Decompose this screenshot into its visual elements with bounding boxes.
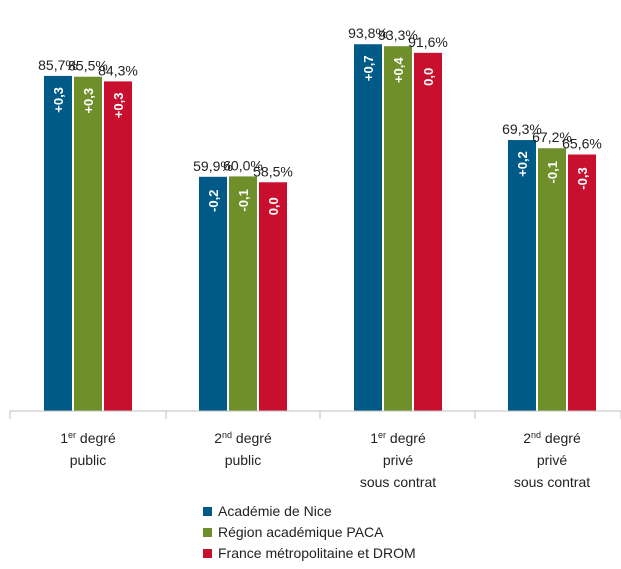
bar: [74, 76, 102, 411]
bar-delta-label: +0,3: [81, 88, 96, 114]
bar: [354, 44, 382, 411]
bar-value-label: 60,0%: [223, 157, 263, 173]
bar-value-label: 93,3%: [378, 27, 418, 43]
category-degree: degré: [76, 430, 116, 446]
category-ordinal: 2: [523, 430, 531, 446]
bar: [44, 75, 72, 412]
bar-value-label: 58,5%: [253, 163, 293, 179]
legend-swatch: [203, 507, 212, 516]
legend: Académie de Nice Région académique PACA Fr…: [203, 503, 416, 561]
bar-value-label: 93,8%: [348, 25, 388, 41]
category-degree: degré: [232, 430, 272, 446]
category-label-line3: sous contrat: [514, 474, 590, 490]
bar-delta-label: +0,3: [111, 93, 126, 119]
bar: [199, 176, 227, 411]
bar-delta-label: -0,3: [575, 167, 590, 189]
bar: [568, 154, 596, 411]
category-ordinal: 1: [370, 430, 378, 446]
category-ordinal-suffix: nd: [222, 430, 232, 440]
category-label-line1: 2nd degré: [214, 430, 272, 446]
bar-delta-label: 0,0: [266, 197, 281, 215]
bar-delta-label: -0,2: [206, 190, 221, 212]
bar-value-label: 69,3%: [502, 121, 542, 137]
bars-group: 85,7%+0,359,9%-0,293,8%+0,769,3%+0,285,5…: [38, 25, 602, 412]
bar: [384, 46, 412, 412]
legend-label: Académie de Nice: [218, 503, 332, 519]
category-ordinal: 2: [214, 430, 222, 446]
bar-delta-label: 0,0: [421, 68, 436, 86]
bar-value-label: 91,6%: [408, 34, 448, 50]
legend-swatch: [203, 549, 212, 558]
legend-label: France métropolitaine et DROM: [218, 545, 416, 561]
category-label-line1: 2nd degré: [523, 430, 581, 446]
category-label-line2: public: [70, 452, 107, 468]
bar-value-label: 85,5%: [68, 58, 108, 74]
bar-delta-label: +0,7: [361, 55, 376, 81]
category-ordinal-suffix: er: [68, 430, 76, 440]
category-label-line3: sous contrat: [360, 474, 436, 490]
bar-delta-label: -0,1: [545, 161, 560, 183]
bar-value-label: 65,6%: [562, 136, 602, 152]
bar-value-label: 59,9%: [193, 158, 233, 174]
category-ordinal: 1: [60, 430, 68, 446]
bar: [414, 52, 442, 412]
bar-delta-label: +0,4: [391, 57, 406, 83]
bar: [538, 148, 566, 412]
category-label-line2: privé: [383, 452, 414, 468]
category-degree: degré: [541, 430, 581, 446]
bar: [229, 176, 257, 411]
bar: [104, 81, 132, 412]
category-label-line2: privé: [537, 452, 568, 468]
category-ordinal-suffix: er: [378, 430, 386, 440]
bar-value-label: 84,3%: [98, 62, 138, 78]
x-axis-ticks: [9, 411, 621, 419]
bar-delta-label: +0,2: [515, 151, 530, 177]
bar-delta-label: +0,3: [51, 87, 66, 113]
category-degree: degré: [386, 430, 426, 446]
legend-label: Région académique PACA: [218, 524, 384, 540]
bar-delta-label: -0,1: [236, 189, 251, 211]
category-label-line1: 1er degré: [370, 430, 426, 446]
bar: [259, 182, 287, 411]
category-ordinal-suffix: nd: [531, 430, 541, 440]
category-label-line1: 1er degré: [60, 430, 116, 446]
category-label-line2: public: [225, 452, 262, 468]
bar-value-label: 85,7%: [38, 57, 78, 73]
legend-swatch: [203, 528, 212, 537]
bar-value-label: 67,2%: [532, 129, 572, 145]
bar: [508, 140, 536, 412]
